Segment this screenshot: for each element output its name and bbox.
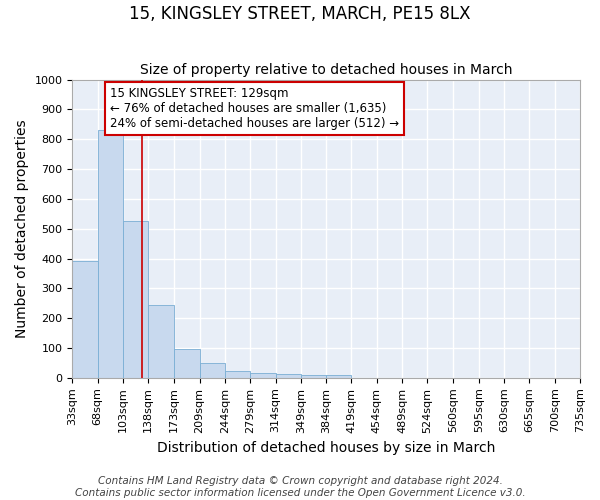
Y-axis label: Number of detached properties: Number of detached properties — [15, 120, 29, 338]
Bar — [326, 375, 352, 378]
Text: 15 KINGSLEY STREET: 129sqm
← 76% of detached houses are smaller (1,635)
24% of s: 15 KINGSLEY STREET: 129sqm ← 76% of deta… — [110, 87, 399, 130]
Bar — [72, 262, 98, 378]
Bar — [123, 221, 148, 378]
Bar — [148, 306, 173, 378]
Bar — [98, 130, 123, 378]
Bar — [250, 372, 275, 378]
Title: Size of property relative to detached houses in March: Size of property relative to detached ho… — [140, 63, 512, 77]
Text: Contains HM Land Registry data © Crown copyright and database right 2024.
Contai: Contains HM Land Registry data © Crown c… — [74, 476, 526, 498]
Bar — [301, 375, 326, 378]
X-axis label: Distribution of detached houses by size in March: Distribution of detached houses by size … — [157, 441, 496, 455]
Text: 15, KINGSLEY STREET, MARCH, PE15 8LX: 15, KINGSLEY STREET, MARCH, PE15 8LX — [129, 5, 471, 23]
Bar — [200, 363, 225, 378]
Bar — [173, 349, 200, 378]
Bar — [275, 374, 301, 378]
Bar — [225, 372, 250, 378]
